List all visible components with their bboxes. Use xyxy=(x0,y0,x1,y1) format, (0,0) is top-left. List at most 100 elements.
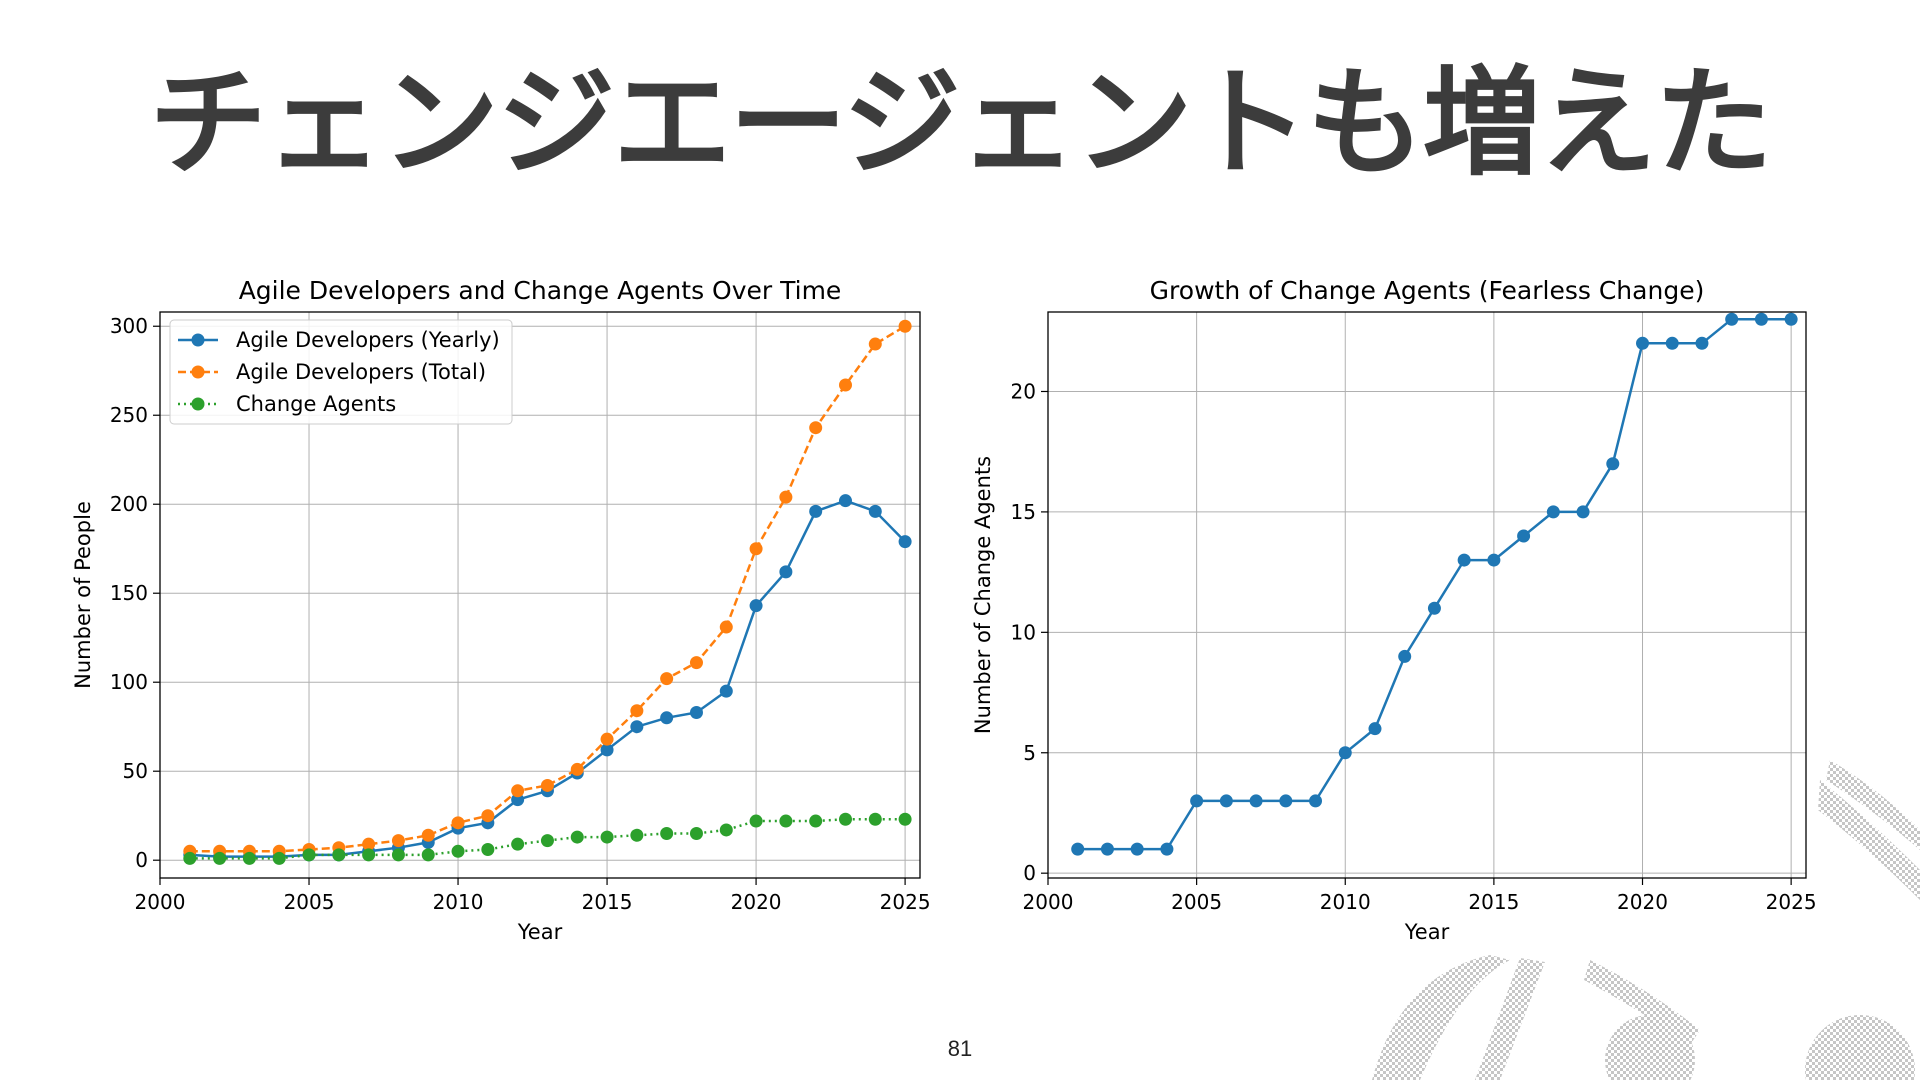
data-point-0 xyxy=(660,711,674,725)
legend-label-yearly: Agile Developers (Yearly) xyxy=(236,328,500,352)
data-point-2 xyxy=(540,834,554,848)
y-tick-label: 250 xyxy=(110,403,148,427)
plot-frame xyxy=(159,311,921,879)
data-point-0 xyxy=(600,743,614,757)
data-point-0 xyxy=(1309,794,1323,808)
data-point-0 xyxy=(1636,336,1650,350)
data-point-2 xyxy=(481,843,495,857)
x-tick-label: 2020 xyxy=(731,890,782,914)
legend-entry-yearly: Agile Developers (Yearly) xyxy=(178,328,500,352)
data-point-0 xyxy=(511,793,525,807)
data-point-0 xyxy=(779,565,793,579)
data-point-0 xyxy=(1190,794,1204,808)
data-point-2 xyxy=(689,827,703,841)
plot-series xyxy=(1071,312,1798,856)
data-point-0 xyxy=(1071,842,1085,856)
data-point-2 xyxy=(719,823,733,837)
x-tick-label: 2020 xyxy=(1617,890,1668,914)
data-point-1 xyxy=(719,620,733,634)
data-point-1 xyxy=(838,378,852,392)
data-point-2 xyxy=(898,812,912,826)
data-point-2 xyxy=(391,848,405,862)
slide-title: チェンジエージェントも増えた xyxy=(149,54,1773,192)
y-tick-label: 50 xyxy=(123,759,148,783)
data-point-0 xyxy=(1784,312,1798,326)
data-point-0 xyxy=(1487,553,1501,567)
data-point-2 xyxy=(809,814,823,828)
data-point-0 xyxy=(1279,794,1293,808)
data-point-1 xyxy=(600,732,614,746)
page-number: 81 xyxy=(947,1036,973,1061)
x-tick-label: 2010 xyxy=(433,890,484,914)
data-point-0 xyxy=(1249,794,1263,808)
legend-label-change-agents: Change Agents xyxy=(236,392,396,416)
y-axis-label: Number of Change Agents xyxy=(971,456,995,734)
data-point-2 xyxy=(421,848,435,862)
data-point-1 xyxy=(481,809,495,823)
x-tick-label: 2025 xyxy=(880,890,931,914)
data-point-1 xyxy=(362,837,376,851)
series-line-0 xyxy=(1077,317,1792,851)
x-tick-label: 2025 xyxy=(1766,890,1817,914)
data-point-2 xyxy=(660,827,674,841)
data-point-2 xyxy=(749,814,763,828)
data-point-0 xyxy=(809,504,823,518)
data-point-2 xyxy=(570,830,584,844)
legend-box xyxy=(169,319,513,425)
y-tick-label: 200 xyxy=(110,492,148,516)
x-tick-label: 2015 xyxy=(582,890,633,914)
data-point-1 xyxy=(451,816,465,830)
data-point-0 xyxy=(1160,842,1174,856)
data-point-1 xyxy=(809,421,823,435)
chart-title: Agile Developers and Change Agents Over … xyxy=(239,276,842,305)
data-point-1 xyxy=(540,778,554,792)
decorative-shapes xyxy=(1372,760,1920,1080)
data-point-0 xyxy=(838,494,852,508)
data-point-0 xyxy=(1130,842,1144,856)
data-point-2 xyxy=(302,848,316,862)
data-point-2 xyxy=(213,851,227,865)
data-point-0 xyxy=(1754,312,1768,326)
legend-label-total: Agile Developers (Total) xyxy=(236,360,486,384)
plot-frame xyxy=(1047,311,1807,879)
data-point-1 xyxy=(630,704,644,718)
data-point-2 xyxy=(630,828,644,842)
data-point-1 xyxy=(689,656,703,670)
data-point-1 xyxy=(570,762,584,776)
x-tick-label: 2015 xyxy=(1468,890,1519,914)
y-tick-label: 300 xyxy=(110,314,148,338)
data-point-0 xyxy=(1457,553,1471,567)
grid-lines xyxy=(1047,312,1806,878)
data-point-0 xyxy=(1427,601,1441,615)
data-point-1 xyxy=(749,542,763,556)
data-point-0 xyxy=(898,535,912,549)
data-point-2 xyxy=(362,848,376,862)
data-point-1 xyxy=(421,828,435,842)
legend-entry-total: Agile Developers (Total) xyxy=(178,360,486,384)
data-point-2 xyxy=(779,814,793,828)
x-axis-label: Year xyxy=(1404,920,1450,944)
data-point-0 xyxy=(868,504,882,518)
y-tick-label: 15 xyxy=(1011,500,1036,524)
data-point-0 xyxy=(1695,336,1709,350)
y-tick-label: 0 xyxy=(135,848,148,872)
y-tick-label: 5 xyxy=(1023,741,1036,765)
y-tick-label: 20 xyxy=(1011,379,1036,403)
legend-marker-yearly xyxy=(191,333,205,347)
data-point-2 xyxy=(183,851,197,865)
data-point-1 xyxy=(391,834,405,848)
data-point-1 xyxy=(779,490,793,504)
legend-marker-total xyxy=(191,365,205,379)
data-point-0 xyxy=(1338,746,1352,760)
data-point-1 xyxy=(511,784,525,798)
data-point-0 xyxy=(1517,529,1531,543)
data-point-0 xyxy=(1606,457,1620,471)
data-point-0 xyxy=(1368,722,1382,736)
data-point-2 xyxy=(868,812,882,826)
data-point-2 xyxy=(838,812,852,826)
data-point-0 xyxy=(1725,312,1739,326)
axis-ticks: 2000 2005 2010 2015 2020 2025 0 5 10 15 20 xyxy=(1011,379,1817,914)
y-tick-label: 0 xyxy=(1023,861,1036,885)
x-tick-label: 2000 xyxy=(135,890,186,914)
